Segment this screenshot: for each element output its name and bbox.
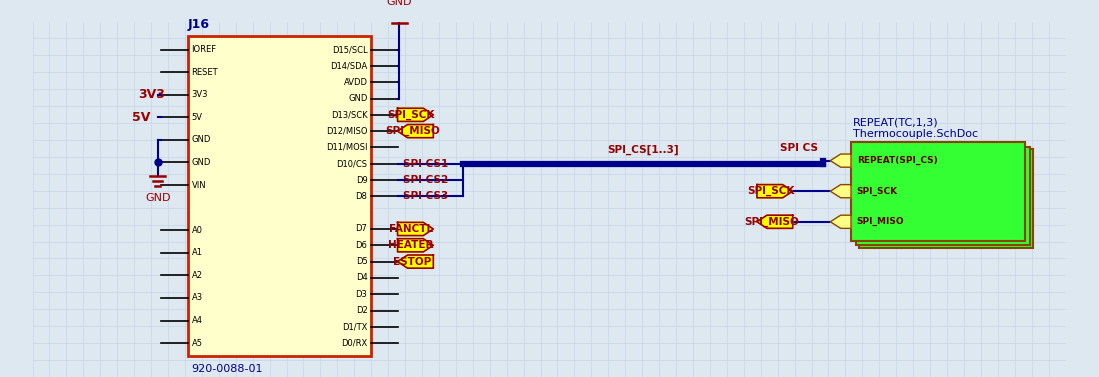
Text: SPI CS3: SPI CS3	[403, 192, 448, 201]
Text: Thermocouple.SchDoc: Thermocouple.SchDoc	[853, 129, 978, 139]
Text: SPI_MISO: SPI_MISO	[745, 217, 799, 227]
Bar	[188, 37, 371, 356]
Text: J16: J16	[188, 18, 210, 31]
Text: SPI_CS[1..3]: SPI_CS[1..3]	[608, 145, 679, 155]
Text: D6: D6	[356, 241, 367, 250]
Text: D9: D9	[356, 176, 367, 185]
Text: D1/TX: D1/TX	[342, 322, 367, 331]
Text: SPI_MISO: SPI_MISO	[386, 126, 440, 136]
Text: SPI CS: SPI CS	[780, 143, 818, 153]
Text: GND: GND	[348, 94, 367, 103]
Text: FANCTL: FANCTL	[389, 224, 433, 234]
Text: D5: D5	[356, 257, 367, 266]
Text: GND: GND	[191, 135, 211, 144]
Text: 920-0088-01: 920-0088-01	[191, 364, 263, 374]
Text: HEATER: HEATER	[388, 240, 434, 250]
Text: 5V: 5V	[132, 111, 149, 124]
Text: A4: A4	[191, 316, 202, 325]
Text: GND: GND	[387, 0, 412, 7]
Polygon shape	[398, 255, 433, 268]
Text: RESET: RESET	[191, 68, 219, 77]
Text: D10/CS: D10/CS	[336, 159, 367, 168]
Text: GND: GND	[145, 193, 170, 202]
Text: REPEAT(SPI_CS): REPEAT(SPI_CS)	[856, 156, 937, 165]
Polygon shape	[398, 124, 433, 138]
Text: D3: D3	[356, 290, 367, 299]
Text: A0: A0	[191, 226, 202, 235]
Text: GND: GND	[191, 158, 211, 167]
Polygon shape	[398, 239, 433, 252]
Polygon shape	[398, 222, 433, 236]
Text: D15/SCL: D15/SCL	[332, 45, 367, 54]
Text: SPI CS2: SPI CS2	[403, 175, 448, 185]
Text: D0/RX: D0/RX	[341, 339, 367, 348]
Text: D4: D4	[356, 273, 367, 282]
Text: SPI_MISO: SPI_MISO	[856, 217, 904, 226]
Polygon shape	[757, 185, 792, 198]
Text: AVDD: AVDD	[344, 78, 367, 87]
Polygon shape	[831, 154, 851, 167]
Text: REPEAT(TC,1,3): REPEAT(TC,1,3)	[853, 118, 939, 128]
Text: VIN: VIN	[191, 181, 207, 190]
Text: 3V3: 3V3	[138, 88, 166, 101]
Text: 3V3: 3V3	[191, 90, 208, 99]
Text: D8: D8	[356, 192, 367, 201]
Bar	[858, 149, 1033, 248]
Text: A1: A1	[191, 248, 202, 257]
Text: D13/SCK: D13/SCK	[331, 110, 367, 120]
Text: 5V: 5V	[191, 113, 202, 122]
Text: SPI_SCK: SPI_SCK	[747, 186, 795, 196]
Polygon shape	[831, 185, 851, 198]
Bar	[851, 142, 1025, 241]
Text: D12/MISO: D12/MISO	[326, 127, 367, 136]
Text: IOREF: IOREF	[191, 45, 217, 54]
Bar	[856, 147, 1030, 245]
Text: SPI_SCK: SPI_SCK	[388, 110, 435, 120]
Text: A5: A5	[191, 339, 202, 348]
Text: D2: D2	[356, 306, 367, 315]
Polygon shape	[757, 215, 792, 228]
Text: SPI CS1: SPI CS1	[403, 159, 448, 169]
Text: D14/SDA: D14/SDA	[330, 61, 367, 70]
Text: ESTOP: ESTOP	[393, 257, 432, 267]
Polygon shape	[831, 215, 851, 228]
Text: A2: A2	[191, 271, 202, 280]
Text: D7: D7	[356, 224, 367, 233]
Text: A3: A3	[191, 293, 202, 302]
Polygon shape	[398, 108, 433, 121]
Text: D11/MOSI: D11/MOSI	[326, 143, 367, 152]
Text: SPI_SCK: SPI_SCK	[856, 187, 898, 196]
